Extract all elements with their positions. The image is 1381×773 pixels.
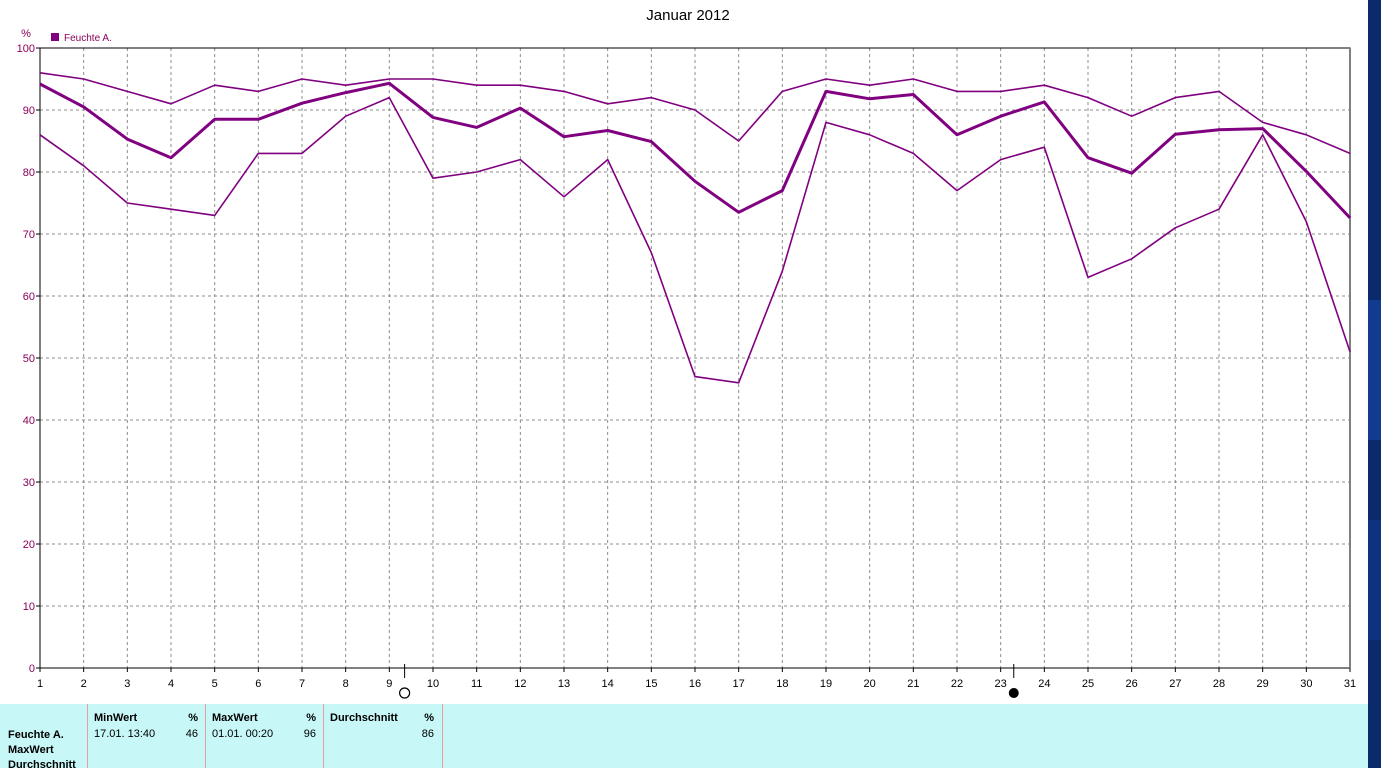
series-line-avg bbox=[39, 81, 1352, 219]
max-header: MaxWert bbox=[212, 712, 258, 724]
x-tick-label: 20 bbox=[864, 678, 876, 690]
x-tick-label: 6 bbox=[255, 678, 261, 690]
humidity-chart: Januar 2012 % Feuchte A. 0 10 20 30 40 50 60 70… bbox=[17, 7, 1356, 699]
x-tick-label: 9 bbox=[386, 678, 392, 690]
statistics-panel: Feuchte A. MaxWert Durchschnitt MinWert … bbox=[0, 704, 1368, 771]
x-tick-label: 21 bbox=[907, 678, 919, 690]
y-tick-label: 90 bbox=[23, 105, 35, 117]
min-column: MinWert % 17.01. 13:40 46 bbox=[87, 704, 206, 768]
max-column: MaxWert % 01.01. 00:20 96 bbox=[205, 704, 324, 768]
moon-markers bbox=[399, 664, 1019, 699]
x-tick-label: 17 bbox=[733, 678, 745, 690]
min-timestamp: 17.01. 13:40 bbox=[94, 728, 156, 740]
y-tick-label: 70 bbox=[23, 229, 35, 241]
x-tick-label: 2 bbox=[81, 678, 87, 690]
x-tick-label: 18 bbox=[776, 678, 788, 690]
legend-label: Feuchte A. bbox=[64, 33, 112, 44]
y-unit-label: % bbox=[21, 28, 31, 40]
max-unit: % bbox=[306, 712, 316, 724]
x-tick-label: 14 bbox=[602, 678, 614, 690]
full-moon-icon bbox=[399, 687, 411, 699]
avg-header: Durchschnitt bbox=[330, 712, 398, 724]
x-tick-label: 15 bbox=[645, 678, 657, 690]
x-tick-label: 12 bbox=[514, 678, 526, 690]
grid bbox=[40, 48, 1350, 668]
legend: Feuchte A. bbox=[51, 33, 112, 44]
x-tick-label: 1 bbox=[37, 678, 43, 690]
x-tick-label: 7 bbox=[299, 678, 305, 690]
new-moon-icon bbox=[1008, 688, 1019, 698]
avg-column: Durchschnitt % 86 bbox=[323, 704, 443, 768]
max-timestamp: 01.01. 00:20 bbox=[212, 728, 274, 740]
stats-row-labels: Feuchte A. MaxWert Durchschnitt bbox=[8, 728, 76, 773]
x-tick-label: 16 bbox=[689, 678, 701, 690]
y-tick-label: 80 bbox=[23, 167, 35, 179]
y-tick-label: 0 bbox=[29, 663, 35, 675]
x-tick-label: 11 bbox=[471, 678, 482, 690]
x-tick-label: 4 bbox=[168, 678, 174, 690]
window-edge bbox=[1368, 0, 1381, 768]
x-tick-label: 24 bbox=[1038, 678, 1050, 690]
row-label-avg: Durchschnitt bbox=[8, 759, 76, 771]
x-tick-label: 22 bbox=[951, 678, 963, 690]
x-tick-label: 25 bbox=[1082, 678, 1094, 690]
row-label-max: MaxWert bbox=[8, 744, 54, 756]
y-tick-label: 100 bbox=[17, 43, 35, 55]
y-tick-label: 50 bbox=[23, 353, 35, 365]
x-tick-label: 28 bbox=[1213, 678, 1225, 690]
series-line-max bbox=[39, 72, 1351, 155]
x-tick-label: 26 bbox=[1126, 678, 1138, 690]
min-value: 46 bbox=[185, 728, 198, 740]
y-tick-label: 40 bbox=[23, 415, 35, 427]
x-tick-label: 5 bbox=[212, 678, 218, 690]
x-tick-label: 8 bbox=[343, 678, 349, 690]
x-tick-label: 13 bbox=[558, 678, 570, 690]
x-tick-label: 27 bbox=[1169, 678, 1181, 690]
min-unit: % bbox=[188, 712, 198, 724]
x-tick-label: 30 bbox=[1300, 678, 1312, 690]
max-value: 96 bbox=[303, 728, 316, 740]
y-tick-label: 30 bbox=[23, 477, 35, 489]
x-tick-label: 3 bbox=[124, 678, 130, 690]
series-lines bbox=[39, 72, 1352, 384]
legend-swatch bbox=[51, 33, 59, 41]
x-tick-label: 29 bbox=[1257, 678, 1269, 690]
series-line-min bbox=[39, 96, 1351, 384]
x-tick-label: 31 bbox=[1344, 678, 1356, 690]
min-header: MinWert bbox=[94, 712, 138, 724]
x-tick-label: 23 bbox=[995, 678, 1007, 690]
x-tick-label: 10 bbox=[427, 678, 439, 690]
chart-title: Januar 2012 bbox=[646, 7, 729, 24]
avg-value: 86 bbox=[421, 728, 434, 740]
row-label-sensor: Feuchte A. bbox=[8, 729, 64, 741]
y-tick-label: 60 bbox=[23, 291, 35, 303]
avg-unit: % bbox=[424, 712, 434, 724]
y-tick-label: 20 bbox=[23, 539, 35, 551]
x-tick-label: 19 bbox=[820, 678, 832, 690]
y-tick-label: 10 bbox=[23, 601, 35, 613]
